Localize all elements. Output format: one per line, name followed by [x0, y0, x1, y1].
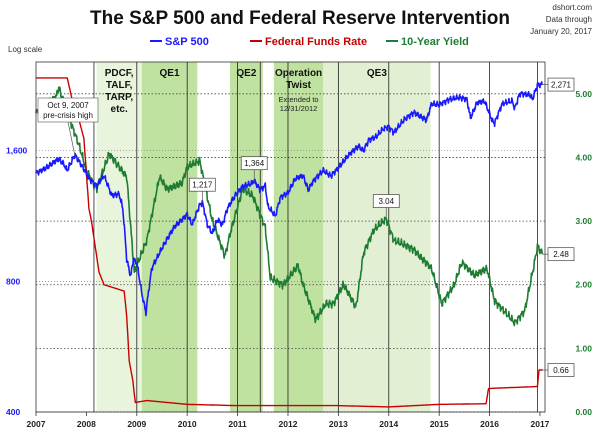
x-tick-2007: 2007 — [27, 419, 46, 429]
series-line-s-p-500 — [35, 81, 544, 317]
x-tick-2014: 2014 — [379, 419, 398, 429]
legend: S&P 500 Federal Funds Rate 10-Year Yield — [150, 36, 469, 48]
right-tick-2-00: 2.00 — [575, 280, 592, 290]
right-tick-1-00: 1.00 — [575, 343, 592, 353]
callout-2-271-box — [547, 77, 575, 92]
annotations-layer: PDCF, TALF, TARP, etc. QE1 QE2 Operation Twist E… — [37, 68, 575, 377]
x-tick-2009: 2009 — [127, 419, 146, 429]
axis-layer: 2007 2008 2009 2010 2011 2012 2013 2014 2015 2016… — [6, 61, 592, 429]
band-label-qe3: QE3 — [367, 68, 387, 79]
callout-2-271: 2,271 — [551, 81, 572, 90]
band-qe2 — [230, 62, 263, 412]
callout-oct-9-2007-pre-crisis-high: Oct 9, 2007 pre-crisis high — [43, 101, 93, 120]
x-tick-2016: 2016 — [480, 419, 499, 429]
callout-2-48: 2.48 — [553, 250, 569, 259]
callout-1-217-box — [188, 177, 216, 192]
callout-oct-9-2007-pre-crisis-high-leader — [67, 121, 76, 155]
callout-oct-9-2007-pre-crisis-high-box — [37, 97, 99, 123]
right-tick-3-00: 3.00 — [575, 216, 592, 226]
data-through-date: January 20, 2017 — [530, 27, 592, 36]
band-operation-twist — [273, 62, 324, 412]
x-tick-2015: 2015 — [430, 419, 449, 429]
right-tick-0-00: 0.00 — [575, 407, 592, 417]
left-tick-800: 800 — [6, 276, 20, 286]
callout-1-217: 1,217 — [192, 181, 213, 190]
x-tick-2013: 2013 — [329, 419, 348, 429]
right-tick-4-00: 4.00 — [575, 152, 592, 162]
band-qe3 — [323, 62, 431, 412]
band-pdcf-talf-tarp-etc — [96, 62, 142, 412]
band-label-pdcf-talf-tarp-etc: PDCF, TALF, TARP, etc. — [105, 68, 134, 115]
series-line-10-year-yield — [35, 86, 544, 327]
x-tick-2012: 2012 — [279, 419, 298, 429]
left-tick-1-600: 1,600 — [6, 146, 28, 156]
legend-label-10-year-yield: 10-Year Yield — [401, 36, 469, 48]
source-label: dshort.com — [552, 3, 592, 12]
callout-0-66-box — [547, 363, 575, 377]
series-line-federal-funds-rate — [35, 77, 543, 408]
legend-label-federal-funds-rate: Federal Funds Rate — [265, 36, 367, 48]
callout-3-04: 3.04 — [378, 197, 394, 206]
callout-1-364-box — [240, 156, 268, 171]
log-scale-label: Log scale — [8, 45, 43, 54]
band-note-operation-twist: Extended to 12/31/2012 — [279, 95, 319, 113]
x-tick-2008: 2008 — [77, 419, 96, 429]
x-tick-2010: 2010 — [178, 419, 197, 429]
band-label-operation-twist: Operation Twist — [275, 68, 322, 91]
callout-3-04-box — [372, 194, 400, 208]
callout-1-364: 1,364 — [244, 159, 265, 168]
legend-label-s-p-500: S&P 500 — [165, 36, 209, 48]
x-tick-2011: 2011 — [228, 419, 247, 429]
data-through-label: Data through — [546, 15, 592, 24]
bands-layer — [96, 62, 431, 412]
right-tick-5-00: 5.00 — [575, 89, 592, 99]
band-label-qe2: QE2 — [236, 68, 256, 79]
chart-title: The S&P 500 and Federal Reserve Interven… — [90, 8, 510, 29]
series-layer — [35, 77, 544, 408]
left-tick-400: 400 — [6, 407, 20, 417]
callout-0-66: 0.66 — [553, 366, 569, 375]
plot-frame — [35, 61, 546, 413]
band-label-qe1: QE1 — [160, 68, 180, 79]
x-tick-2017: 2017 — [530, 419, 549, 429]
callout-2-48-box — [547, 247, 575, 262]
